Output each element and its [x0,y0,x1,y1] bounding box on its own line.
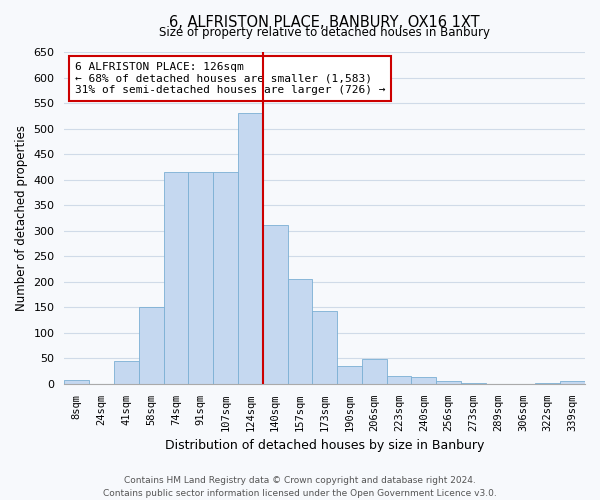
Text: Contains HM Land Registry data © Crown copyright and database right 2024.
Contai: Contains HM Land Registry data © Crown c… [103,476,497,498]
Bar [238,114,263,384]
Bar [412,378,436,384]
Text: Size of property relative to detached houses in Banbury: Size of property relative to detached ho… [159,26,490,38]
Bar [287,280,313,384]
Text: 6 ALFRISTON PLACE: 126sqm
← 68% of detached houses are smaller (1,583)
31% of se: 6 ALFRISTON PLACE: 126sqm ← 68% of detac… [75,62,385,95]
X-axis label: Distribution of detached houses by size in Banbury: Distribution of detached houses by size … [165,440,484,452]
Bar [313,311,337,384]
Bar [436,382,461,384]
Bar [337,366,362,384]
Bar [263,224,287,384]
Bar [535,383,560,384]
Bar [164,172,188,384]
Bar [64,380,89,384]
Title: 6, ALFRISTON PLACE, BANBURY, OX16 1XT: 6, ALFRISTON PLACE, BANBURY, OX16 1XT [169,15,480,30]
Bar [188,172,213,384]
Bar [114,362,139,384]
Bar [139,308,164,384]
Bar [362,360,386,384]
Bar [213,172,238,384]
Y-axis label: Number of detached properties: Number of detached properties [15,125,28,311]
Bar [386,376,412,384]
Bar [461,383,486,384]
Bar [560,382,585,384]
